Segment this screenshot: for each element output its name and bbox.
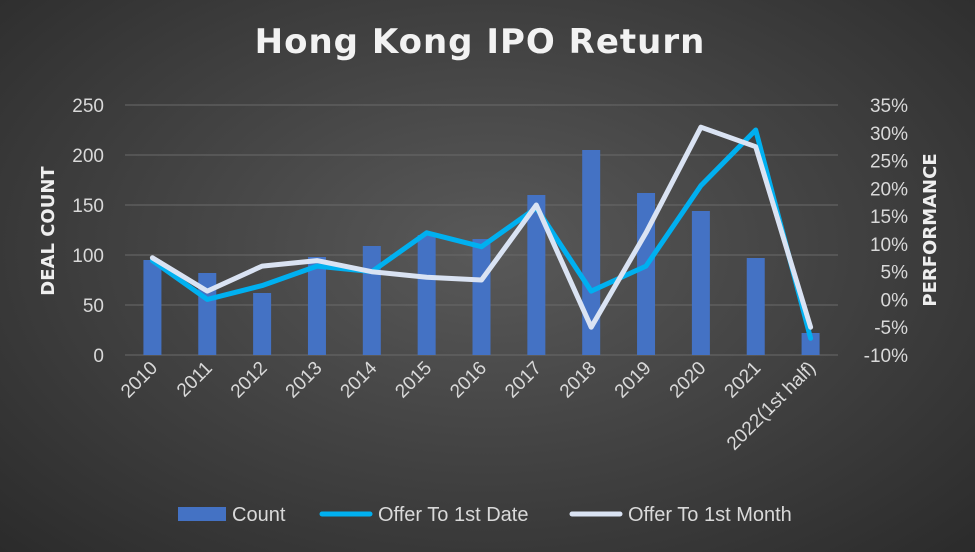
right-axis-title: PERFORMANCE — [920, 153, 941, 306]
right-tick-label: 10% — [870, 235, 908, 256]
chart-title: Hong Kong IPO Return — [255, 22, 706, 62]
right-tick-label: 35% — [870, 96, 908, 117]
right-tick-label: 30% — [870, 124, 908, 145]
legend-swatch-bar — [178, 507, 226, 521]
right-tick-label: 15% — [870, 207, 908, 228]
x-tick-label: 2010 — [117, 358, 162, 403]
bar — [143, 260, 162, 355]
bar — [582, 150, 601, 355]
x-tick-label: 2012 — [227, 358, 272, 403]
bar — [307, 257, 326, 355]
bar — [527, 195, 546, 355]
left-tick-label: 250 — [72, 96, 104, 117]
bar — [746, 258, 765, 355]
bar — [801, 333, 820, 355]
bar — [637, 193, 656, 355]
x-tick-label: 2018 — [556, 358, 601, 403]
left-tick-label: 200 — [72, 146, 104, 167]
right-tick-label: -5% — [874, 318, 908, 339]
line-offer-to-1st-date — [149, 127, 814, 341]
bar-series-count — [143, 150, 820, 355]
x-tick-label: 2016 — [446, 358, 491, 403]
x-tick-label: 2017 — [501, 358, 546, 403]
x-tick-label: 2020 — [666, 358, 711, 403]
left-tick-label: 100 — [72, 246, 104, 267]
right-tick-label: 20% — [870, 179, 908, 200]
bar — [253, 293, 272, 355]
line-series — [149, 124, 814, 341]
x-tick-label: 2015 — [391, 358, 436, 403]
x-axis-ticks: 2010 2011 2012 2013 2014 2015 2016 2017 2018 2019… — [117, 357, 820, 454]
bar — [472, 239, 491, 355]
x-tick-label: 2014 — [337, 357, 382, 402]
left-axis-title: DEAL COUNT — [38, 166, 59, 296]
right-tick-label: 0% — [881, 290, 909, 311]
bar — [691, 211, 710, 355]
x-tick-label: 2011 — [173, 358, 217, 402]
bar — [417, 235, 436, 355]
legend-label: Offer To 1st Month — [628, 504, 792, 526]
left-tick-label: 50 — [83, 296, 104, 317]
right-axis-ticks: -10% -5% 0% 5% 10% 15% 20% 25% 30% 35% — [864, 96, 908, 367]
right-tick-label: -10% — [864, 346, 908, 367]
x-tick-label: 2021 — [721, 358, 766, 403]
right-tick-label: 25% — [870, 152, 908, 173]
left-axis-ticks: 0 50 100 150 200 250 — [72, 96, 104, 367]
legend: Count Offer To 1st Date Offer To 1st Month — [178, 504, 792, 526]
x-tick-label: 2019 — [611, 358, 656, 403]
left-tick-label: 150 — [72, 196, 104, 217]
bar — [362, 246, 381, 355]
legend-label: Count — [232, 504, 286, 526]
line-offer-to-1st-month — [149, 124, 814, 330]
right-tick-label: 5% — [881, 263, 909, 284]
legend-label: Offer To 1st Date — [378, 504, 528, 526]
x-tick-label: 2013 — [282, 358, 327, 403]
left-tick-label: 0 — [93, 346, 104, 367]
